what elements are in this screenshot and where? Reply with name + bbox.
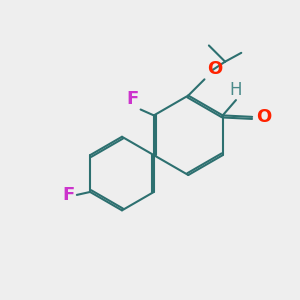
Text: O: O	[207, 60, 222, 78]
Text: F: F	[126, 90, 138, 108]
Text: F: F	[62, 186, 74, 204]
Text: O: O	[256, 108, 271, 126]
Text: H: H	[230, 81, 242, 99]
